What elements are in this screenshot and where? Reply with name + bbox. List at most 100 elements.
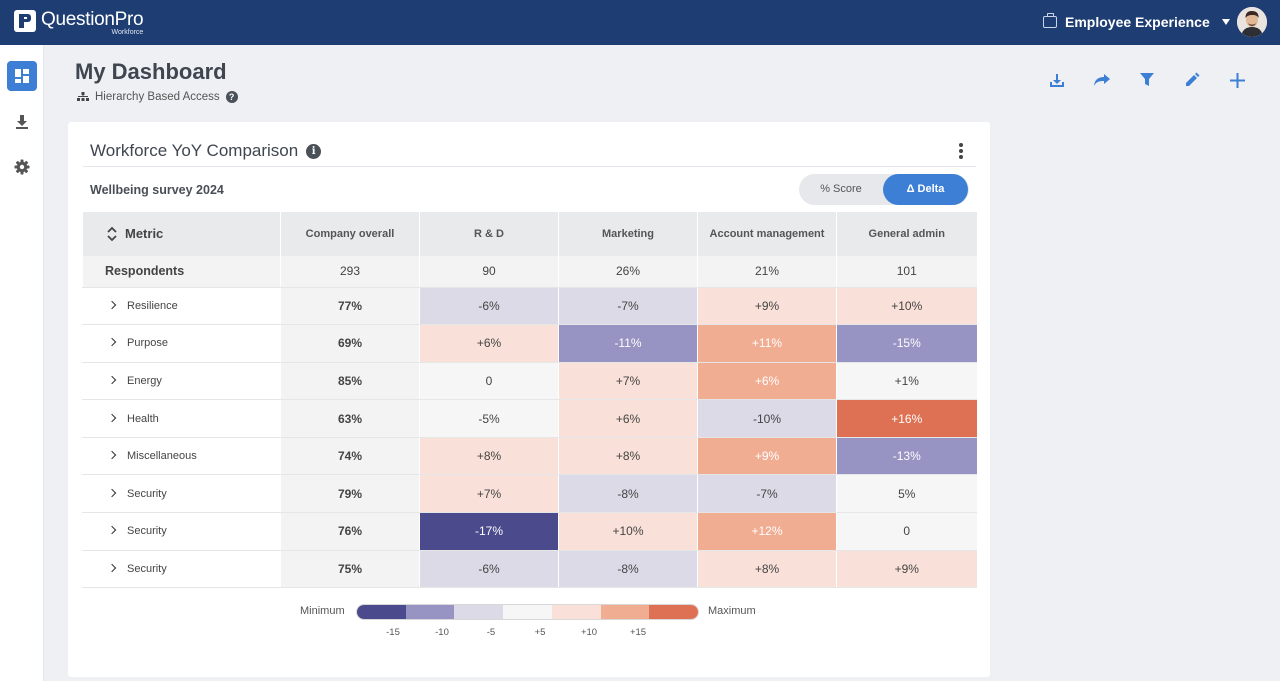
- overall-score: 85%: [280, 362, 420, 401]
- chevron-right-icon[interactable]: [107, 375, 117, 385]
- chevron-right-icon[interactable]: [107, 338, 117, 347]
- column-header: R & D: [419, 212, 559, 256]
- score-toggle-button[interactable]: % Score: [820, 183, 862, 195]
- hierarchy-icon: [77, 92, 89, 101]
- delta-cell: 0: [419, 362, 559, 401]
- metric-label[interactable]: Resilience: [82, 287, 281, 326]
- overall-score: 74%: [280, 437, 420, 476]
- logo-name: QuestionPro: [41, 9, 144, 30]
- respondents-value: 26%: [558, 256, 698, 288]
- delta-cell: -11%: [558, 324, 698, 363]
- delta-cell: -5%: [419, 399, 559, 438]
- chevron-right-icon[interactable]: [107, 450, 117, 460]
- metric-label-text: Security: [127, 525, 167, 538]
- chevron-right-icon[interactable]: [107, 413, 117, 422]
- sidebar-item-download[interactable]: [7, 107, 37, 137]
- delta-cell: -10%: [697, 399, 837, 438]
- add-button[interactable]: [1225, 68, 1249, 92]
- legend-tick-label: +15: [629, 627, 647, 638]
- table-row[interactable]: Resilience 77% -6% -7% +9% +10%: [82, 287, 977, 326]
- product-label: Employee Experience: [1065, 14, 1210, 30]
- delta-cell: -17%: [419, 512, 559, 551]
- help-icon[interactable]: ?: [225, 91, 238, 103]
- metric-label-text: Health: [127, 412, 159, 425]
- metric-label[interactable]: Miscellaneous: [82, 437, 281, 476]
- column-header: Account management: [697, 212, 837, 256]
- sidebar: [0, 45, 44, 681]
- legend-color-step: [503, 605, 552, 619]
- chevron-right-icon[interactable]: [107, 526, 117, 535]
- delta-cell: +10%: [836, 287, 977, 326]
- filter-button[interactable]: [1135, 68, 1159, 92]
- download-icon: [1050, 74, 1064, 87]
- user-avatar[interactable]: [1237, 7, 1267, 37]
- metric-label[interactable]: Security: [82, 550, 281, 589]
- filter-icon: [1140, 73, 1154, 86]
- metric-label-text: Security: [127, 487, 167, 500]
- delta-cell: -7%: [697, 474, 837, 514]
- legend-min-label: Minimum: [300, 605, 345, 617]
- more-options-icon[interactable]: [958, 143, 964, 161]
- metric-label[interactable]: Energy: [82, 362, 281, 401]
- product-switcher[interactable]: Employee Experience: [1043, 12, 1230, 32]
- chevron-right-icon[interactable]: [107, 488, 117, 498]
- legend-color-step: [405, 605, 455, 619]
- column-header: Company overall: [280, 212, 420, 256]
- legend-tick-label: -10: [435, 627, 449, 638]
- metric-column-header[interactable]: Metric: [82, 212, 281, 256]
- table-row[interactable]: Health 63% -5% +6% -10% +16%: [82, 399, 977, 438]
- chevron-right-icon[interactable]: [107, 563, 117, 573]
- delta-cell: 5%: [836, 474, 977, 514]
- legend-color-step: [600, 605, 650, 619]
- respondents-value: 21%: [697, 256, 837, 288]
- share-button[interactable]: [1090, 68, 1114, 92]
- legend-tick-label: +5: [534, 627, 546, 638]
- delta-cell: +8%: [697, 550, 837, 589]
- export-button[interactable]: [1045, 68, 1069, 92]
- delta-cell: +7%: [558, 362, 698, 401]
- table-row[interactable]: Security 75% -6% -8% +8% +9%: [82, 550, 977, 589]
- delta-cell: +1%: [836, 362, 977, 401]
- metric-label[interactable]: Health: [82, 399, 281, 438]
- overall-score: 69%: [280, 324, 420, 363]
- sidebar-item-settings[interactable]: [7, 152, 37, 182]
- metric-label[interactable]: Purpose: [82, 324, 281, 363]
- download-icon: [16, 115, 28, 129]
- access-info: Hierarchy Based Access ?: [77, 91, 238, 103]
- metric-label-text: Energy: [127, 374, 162, 387]
- delta-cell: +7%: [419, 474, 559, 514]
- delta-cell: -13%: [836, 437, 977, 476]
- overall-score: 77%: [280, 287, 420, 326]
- divider: [83, 166, 976, 167]
- table-row[interactable]: Security 79% +7% -8% -7% 5%: [82, 474, 977, 514]
- overall-score: 76%: [280, 512, 420, 551]
- questionpro-logo[interactable]: QuestionPro Workforce: [14, 9, 144, 36]
- legend-ticks: -15 -10 -5 +5 +10 +15: [386, 627, 663, 641]
- widget-title: Workforce YoY Comparison i: [90, 141, 322, 161]
- delta-cell: +16%: [836, 399, 977, 438]
- delta-cell: -15%: [836, 324, 977, 363]
- column-header: Marketing: [558, 212, 698, 256]
- dashboard-icon: [15, 69, 29, 83]
- edit-button[interactable]: [1180, 68, 1204, 92]
- delta-cell: -8%: [558, 474, 698, 514]
- table-row[interactable]: Energy 85% 0 +7% +6% +1%: [82, 362, 977, 401]
- chevron-right-icon[interactable]: [107, 300, 117, 310]
- plus-icon: [1229, 72, 1245, 88]
- legend-tick-label: +10: [580, 627, 598, 638]
- info-icon[interactable]: i: [306, 143, 322, 159]
- access-label: Hierarchy Based Access: [95, 91, 220, 103]
- delta-cell: +6%: [419, 324, 559, 363]
- metric-label[interactable]: Security: [82, 512, 281, 551]
- overall-score: 63%: [280, 399, 420, 438]
- sidebar-item-dashboard[interactable]: [7, 61, 37, 91]
- widget-card: Workforce YoY Comparison i Wellbeing sur…: [68, 122, 990, 677]
- legend-color-step: [357, 605, 406, 619]
- table-row[interactable]: Purpose 69% +6% -11% +11% -15%: [82, 324, 977, 363]
- metric-label[interactable]: Security: [82, 474, 281, 514]
- delta-cell: -6%: [419, 550, 559, 589]
- respondents-value: 101: [836, 256, 977, 288]
- table-row[interactable]: Miscellaneous 74% +8% +8% +9% -13%: [82, 437, 977, 476]
- delta-toggle-button[interactable]: Δ Delta: [883, 174, 968, 205]
- table-row[interactable]: Security 76% -17% +10% +12% 0: [82, 512, 977, 551]
